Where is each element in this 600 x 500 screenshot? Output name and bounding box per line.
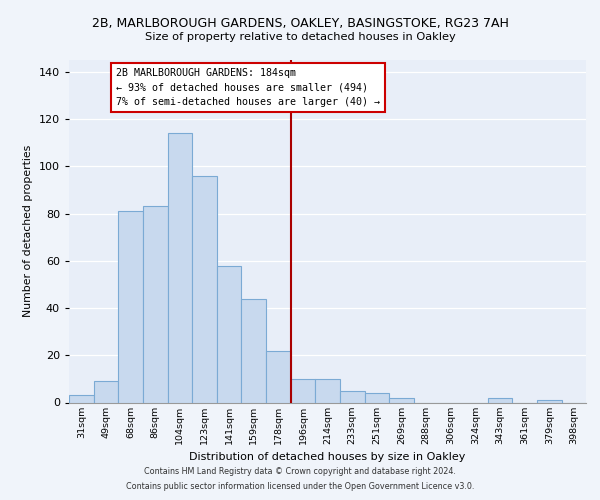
Bar bbox=[315, 379, 340, 402]
Bar bbox=[365, 393, 389, 402]
Bar bbox=[192, 176, 217, 402]
Text: 2B, MARLBOROUGH GARDENS, OAKLEY, BASINGSTOKE, RG23 7AH: 2B, MARLBOROUGH GARDENS, OAKLEY, BASINGS… bbox=[92, 18, 508, 30]
Bar bbox=[488, 398, 512, 402]
Bar bbox=[143, 206, 167, 402]
Bar bbox=[217, 266, 241, 402]
Text: Size of property relative to detached houses in Oakley: Size of property relative to detached ho… bbox=[145, 32, 455, 42]
Bar bbox=[340, 390, 365, 402]
Text: 2B MARLBOROUGH GARDENS: 184sqm
← 93% of detached houses are smaller (494)
7% of : 2B MARLBOROUGH GARDENS: 184sqm ← 93% of … bbox=[116, 68, 380, 107]
Bar bbox=[94, 381, 118, 402]
Bar bbox=[290, 379, 315, 402]
X-axis label: Distribution of detached houses by size in Oakley: Distribution of detached houses by size … bbox=[190, 452, 466, 462]
Bar bbox=[69, 396, 94, 402]
Bar bbox=[389, 398, 414, 402]
Bar bbox=[167, 133, 192, 402]
Bar bbox=[118, 211, 143, 402]
Text: Contains public sector information licensed under the Open Government Licence v3: Contains public sector information licen… bbox=[126, 482, 474, 491]
Bar bbox=[537, 400, 562, 402]
Bar bbox=[266, 350, 290, 403]
Bar bbox=[241, 298, 266, 403]
Text: Contains HM Land Registry data © Crown copyright and database right 2024.: Contains HM Land Registry data © Crown c… bbox=[144, 467, 456, 476]
Y-axis label: Number of detached properties: Number of detached properties bbox=[23, 145, 33, 318]
